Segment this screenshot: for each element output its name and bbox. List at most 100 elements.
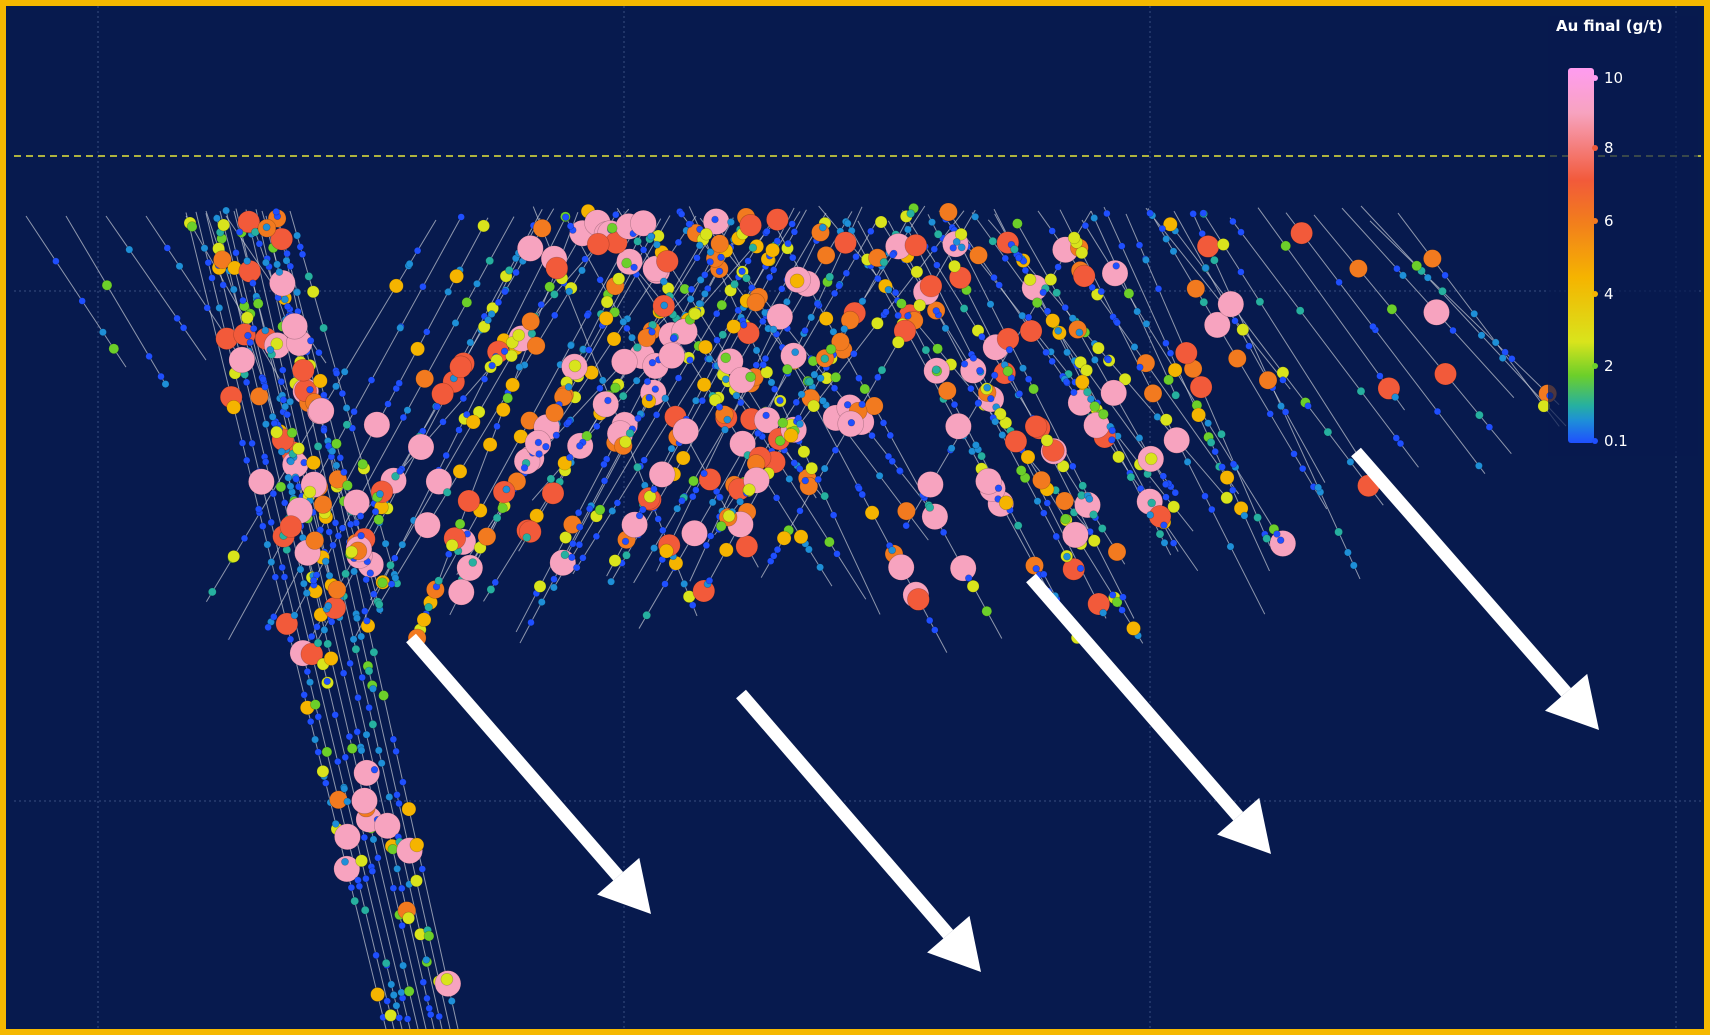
drill-trace — [1090, 210, 1177, 397]
sample-bead — [321, 746, 333, 758]
sample-bead — [431, 382, 454, 406]
sample-bead — [598, 376, 607, 385]
sample-bead — [384, 1009, 398, 1022]
sample-bead — [363, 617, 371, 625]
sample-bead — [1153, 412, 1162, 421]
sample-bead — [769, 266, 778, 274]
sample-bead — [674, 374, 683, 382]
sample-bead — [1392, 434, 1401, 442]
sample-bead — [255, 505, 263, 513]
sample-bead — [345, 732, 354, 741]
sample-bead — [357, 458, 369, 470]
sample-bead — [279, 396, 288, 404]
sample-bead — [227, 550, 240, 563]
sample-bead — [306, 678, 314, 687]
sample-bead — [200, 244, 209, 253]
drill-trace — [1229, 217, 1419, 468]
drillhole-scene[interactable] — [6, 6, 1704, 1029]
sample-bead — [886, 431, 894, 440]
sample-bead — [732, 391, 741, 400]
sample-bead — [928, 218, 936, 227]
sample-bead — [275, 481, 287, 493]
sample-bead — [990, 371, 999, 379]
sample-bead — [661, 580, 669, 588]
sample-bead — [550, 290, 559, 299]
sample-bead — [695, 241, 704, 250]
sample-bead — [338, 524, 347, 532]
sample-bead — [858, 490, 866, 499]
sample-bead — [355, 882, 364, 890]
sample-bead — [971, 212, 980, 221]
sample-bead — [323, 651, 339, 666]
sample-bead — [745, 371, 756, 383]
sample-bead — [1143, 384, 1163, 403]
sample-bead — [537, 598, 546, 606]
sample-bead — [1063, 552, 1071, 561]
sample-bead — [999, 416, 1013, 430]
sample-bead — [796, 465, 804, 473]
sample-bead — [401, 801, 417, 817]
sample-bead — [833, 550, 841, 558]
sample-bead — [395, 1014, 403, 1022]
sample-bead — [312, 373, 328, 389]
sample-bead — [797, 445, 811, 459]
sample-bead — [1075, 246, 1089, 259]
sample-bead — [161, 380, 170, 388]
sample-bead — [930, 245, 938, 253]
drill-trace — [1360, 205, 1567, 427]
sample-bead — [392, 747, 400, 756]
sample-bead — [766, 208, 789, 231]
sample-bead — [280, 295, 289, 304]
sample-bead — [784, 239, 792, 248]
sample-bead — [887, 553, 915, 581]
sample-bead — [945, 412, 972, 440]
sample-bead — [1098, 524, 1107, 533]
sample-bead — [975, 467, 1002, 495]
sample-bead — [788, 220, 796, 228]
drill-trace — [1201, 210, 1369, 473]
sample-bead — [1290, 221, 1313, 245]
sample-bead — [374, 600, 384, 609]
sample-bead — [744, 257, 752, 265]
sample-bead — [1081, 221, 1090, 230]
sample-bead — [477, 219, 490, 233]
sample-bead — [328, 618, 336, 626]
sample-bead — [706, 248, 715, 256]
sample-bead — [600, 477, 609, 485]
sample-bead — [357, 632, 366, 641]
sample-bead — [739, 321, 748, 329]
sample-bead — [1206, 438, 1216, 447]
sample-bead — [433, 403, 441, 411]
sample-bead — [1083, 387, 1092, 397]
sample-bead — [891, 335, 905, 349]
sample-bead — [769, 325, 778, 334]
sample-bead — [1423, 273, 1432, 282]
sample-bead — [535, 450, 543, 458]
sample-bead — [1052, 288, 1061, 298]
sample-bead — [451, 319, 460, 327]
sample-bead — [698, 339, 713, 355]
sample-bead — [831, 332, 850, 352]
drill-trace — [1397, 212, 1560, 427]
sample-bead — [465, 414, 481, 430]
sample-bead — [286, 482, 295, 491]
sample-bead — [314, 748, 322, 756]
sample-bead — [906, 209, 916, 218]
sample-bead — [219, 281, 227, 289]
sample-bead — [1015, 390, 1024, 398]
sample-bead — [974, 399, 982, 407]
sample-bead — [1171, 390, 1180, 400]
sample-bead — [630, 209, 657, 237]
sample-bead — [776, 396, 784, 405]
legend-tick-label: 4 — [1604, 285, 1614, 303]
sample-bead — [387, 980, 396, 989]
sample-bead — [262, 458, 270, 466]
drill-trace — [185, 215, 287, 391]
sample-bead — [1376, 372, 1384, 380]
sample-bead — [919, 274, 943, 298]
sample-bead — [1072, 264, 1096, 288]
sample-bead — [477, 320, 491, 334]
sample-bead — [759, 317, 767, 326]
sample-bead — [639, 246, 648, 254]
